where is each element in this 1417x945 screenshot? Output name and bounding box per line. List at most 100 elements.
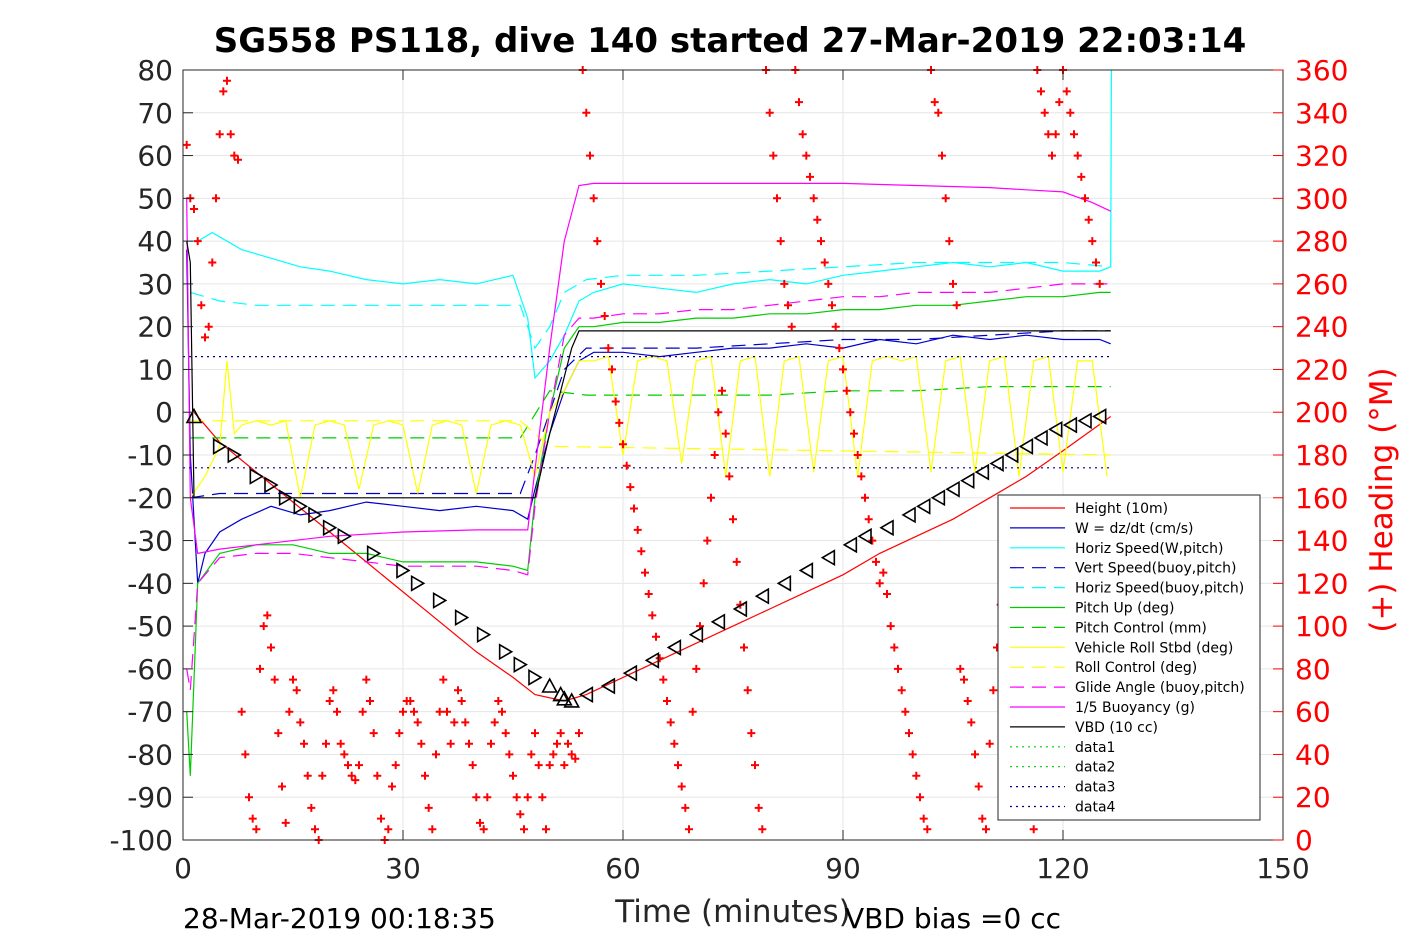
heading-point [505, 750, 514, 759]
heading-point [450, 718, 459, 727]
y-right-tick-label: 320 [1295, 140, 1348, 173]
heading-point [219, 87, 228, 96]
heading-point [974, 782, 983, 791]
vbd-triangle-marker [989, 455, 1004, 472]
legend-label-10: 1/5 Buoyancy (g) [1075, 700, 1195, 716]
footer-timestamp: 28-Mar-2019 00:18:35 [183, 902, 496, 935]
vbd-triangle-marker [754, 587, 770, 605]
heading-point [377, 814, 385, 823]
heading-point [366, 697, 374, 705]
x-tick-label: 120 [1036, 852, 1089, 885]
vbd-triangle-marker [322, 519, 338, 537]
heading-point [971, 750, 979, 759]
heading-point [395, 729, 404, 738]
y-right-tick-label: 300 [1295, 182, 1348, 215]
heading-point [523, 793, 532, 802]
heading-point [358, 707, 367, 716]
heading-point [296, 718, 305, 727]
vbd-triangle-marker [227, 446, 242, 464]
heading-point [593, 237, 602, 246]
vbd-triangle-marker [1062, 416, 1078, 434]
legend-label-8: Roll Control (deg) [1075, 660, 1197, 676]
vbd-triangle-marker [600, 677, 616, 695]
vbd-triangle-marker [249, 467, 264, 485]
vbd-triangle-marker [916, 497, 931, 515]
vbd-triangle-marker [820, 549, 836, 567]
heading-point [633, 525, 642, 534]
heading-point [795, 98, 803, 107]
heading-point [982, 825, 990, 834]
heading-point [868, 536, 877, 545]
heading-point [644, 590, 653, 598]
heading-point [413, 718, 422, 727]
heading-point [545, 761, 554, 770]
heading-point [498, 707, 506, 716]
vbd-triangle-marker [798, 562, 814, 579]
heading-point [751, 761, 759, 770]
heading-point [619, 440, 627, 449]
heading-point [556, 729, 565, 738]
heading-point [417, 739, 426, 748]
heading-point [446, 739, 455, 748]
heading-point [457, 697, 466, 705]
footer-vbd-bias: VBD bias =0 cc [845, 902, 1061, 935]
vbd-triangle-marker [842, 536, 858, 554]
heading-point [435, 707, 444, 716]
y-tick-label: 70 [137, 97, 173, 130]
heading-point [747, 729, 756, 738]
heading-point [853, 451, 862, 459]
chart-title: SG558 PS118, dive 140 started 27-Mar-201… [214, 21, 1247, 61]
heading-point [1088, 237, 1097, 246]
heading-point [956, 664, 965, 673]
heading-point [692, 664, 701, 673]
heading-point [391, 761, 400, 770]
heading-point [883, 590, 891, 598]
vbd-triangle-marker [622, 664, 638, 682]
vbd-triangle-marker [552, 685, 570, 702]
heading-point [1040, 108, 1049, 117]
heading-point [267, 643, 275, 652]
vbd-triangle-marker [476, 626, 492, 644]
heading-point [923, 825, 932, 834]
heading-point [655, 654, 664, 663]
y-right-tick-label: 140 [1295, 525, 1348, 558]
legend-label-7: Vehicle Roll Stbd (deg) [1075, 640, 1233, 656]
heading-point [300, 739, 308, 748]
heading-point [1092, 258, 1100, 267]
y-tick-label: -100 [109, 824, 173, 857]
heading-point [1066, 108, 1075, 117]
heading-point [721, 429, 730, 438]
heading-point [930, 98, 939, 107]
y-tick-label: 30 [137, 268, 173, 301]
heading-point [850, 429, 858, 438]
heading-point [406, 697, 415, 705]
heading-point [890, 643, 899, 652]
heading-point [259, 622, 268, 631]
vbd-triangle-marker [498, 643, 514, 661]
heading-point [626, 483, 635, 492]
vbd-triangle-marker [732, 600, 748, 618]
heading-point [461, 718, 470, 727]
heading-point [864, 515, 873, 524]
vbd-triangle-marker [857, 527, 872, 545]
legend-label-6: Pitch Control (mm) [1075, 620, 1207, 636]
legend-label-2: Horiz Speed(W,pitch) [1075, 541, 1223, 557]
heading-point [831, 322, 840, 331]
y-right-tick-label: 240 [1295, 311, 1348, 344]
heading-point [787, 322, 796, 331]
heading-point [285, 707, 294, 716]
heading-point [303, 771, 312, 780]
heading-point [512, 793, 521, 802]
heading-point [182, 140, 191, 149]
heading-point [604, 344, 613, 353]
heading-point [520, 825, 528, 834]
y-tick-label: -40 [127, 567, 173, 600]
heading-point [1062, 87, 1071, 96]
vbd-triangle-marker [901, 506, 916, 524]
heading-point [835, 344, 844, 353]
y-tick-label: -50 [127, 610, 173, 643]
heading-point [945, 237, 954, 246]
heading-point [336, 739, 345, 748]
heading-point [443, 707, 451, 716]
vbd-triangle-marker [1092, 408, 1107, 425]
